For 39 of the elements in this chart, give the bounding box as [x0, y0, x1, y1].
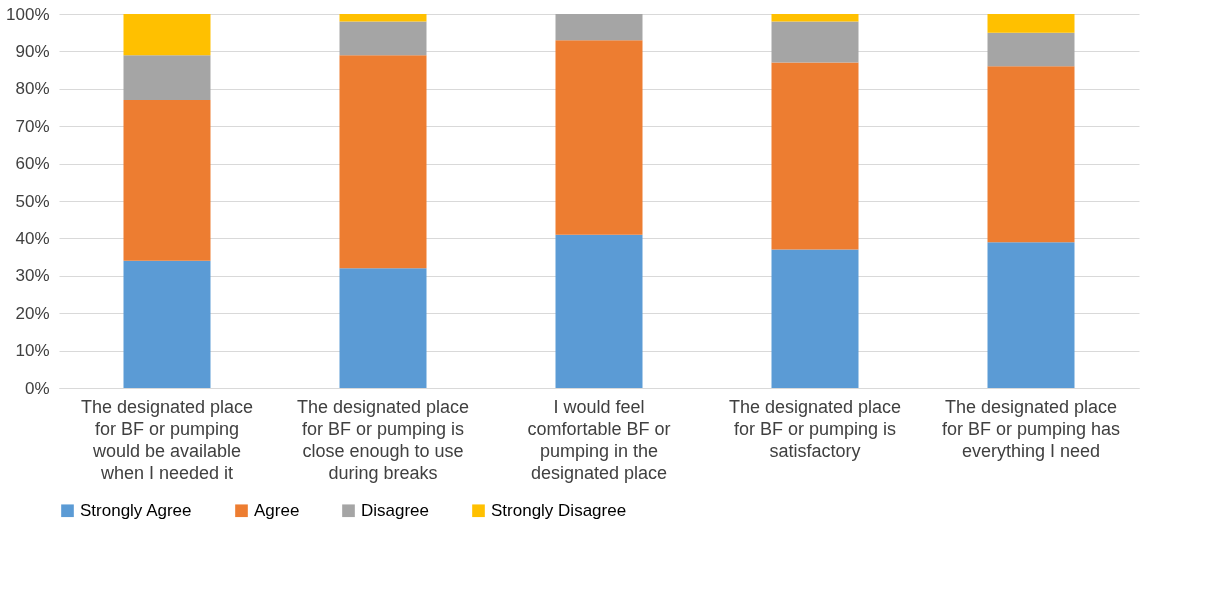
y-tick-label: 10%: [15, 341, 50, 361]
y-tick-label: 50%: [15, 191, 50, 211]
x-tick-label: The designated place for BF or pumping has everything I need: [941, 396, 1121, 461]
y-tick-label: 20%: [15, 303, 50, 323]
y-tick-label: 40%: [15, 228, 50, 248]
bar: [123, 55, 211, 101]
legend-label: Strongly Disagree: [491, 500, 627, 520]
bar: [987, 32, 1075, 67]
x-tick-label: The designated place for BF or pumping would be available when I needed it: [80, 396, 254, 483]
legend-label: Strongly Agree: [80, 500, 192, 520]
bar: [339, 55, 427, 269]
y-tick-label: 80%: [15, 79, 50, 99]
bar: [339, 21, 427, 56]
bar: [555, 234, 643, 388]
y-tick-label: 70%: [15, 116, 50, 136]
bar: [123, 100, 211, 261]
y-tick-label: 30%: [15, 266, 50, 286]
bar: [339, 14, 427, 22]
x-tick-label: The designated place for BF or pumping is satisfactory: [728, 396, 902, 461]
y-tick-label: 0%: [24, 378, 50, 398]
bar: [771, 21, 859, 63]
y-tick-label: 60%: [15, 154, 50, 174]
bar: [987, 14, 1075, 33]
bar: [555, 40, 643, 235]
bar: [123, 14, 211, 56]
bar: [555, 14, 643, 41]
bar: [771, 62, 859, 250]
bar: [987, 66, 1075, 243]
bar: [771, 14, 859, 22]
x-tick-label: I would feel comfortable BF or pumping in the designated place: [527, 396, 671, 483]
bar: [771, 249, 859, 388]
bar: [123, 260, 211, 388]
x-tick-label: The designated place for BF or pumping is close enough to use during breaks: [296, 396, 470, 483]
y-tick-label: 100%: [6, 4, 50, 24]
bar: [987, 242, 1075, 388]
legend-label: Disagree: [361, 500, 430, 520]
legend-label: Agree: [254, 500, 300, 520]
y-tick-label: 90%: [15, 41, 50, 61]
bar: [339, 268, 427, 388]
